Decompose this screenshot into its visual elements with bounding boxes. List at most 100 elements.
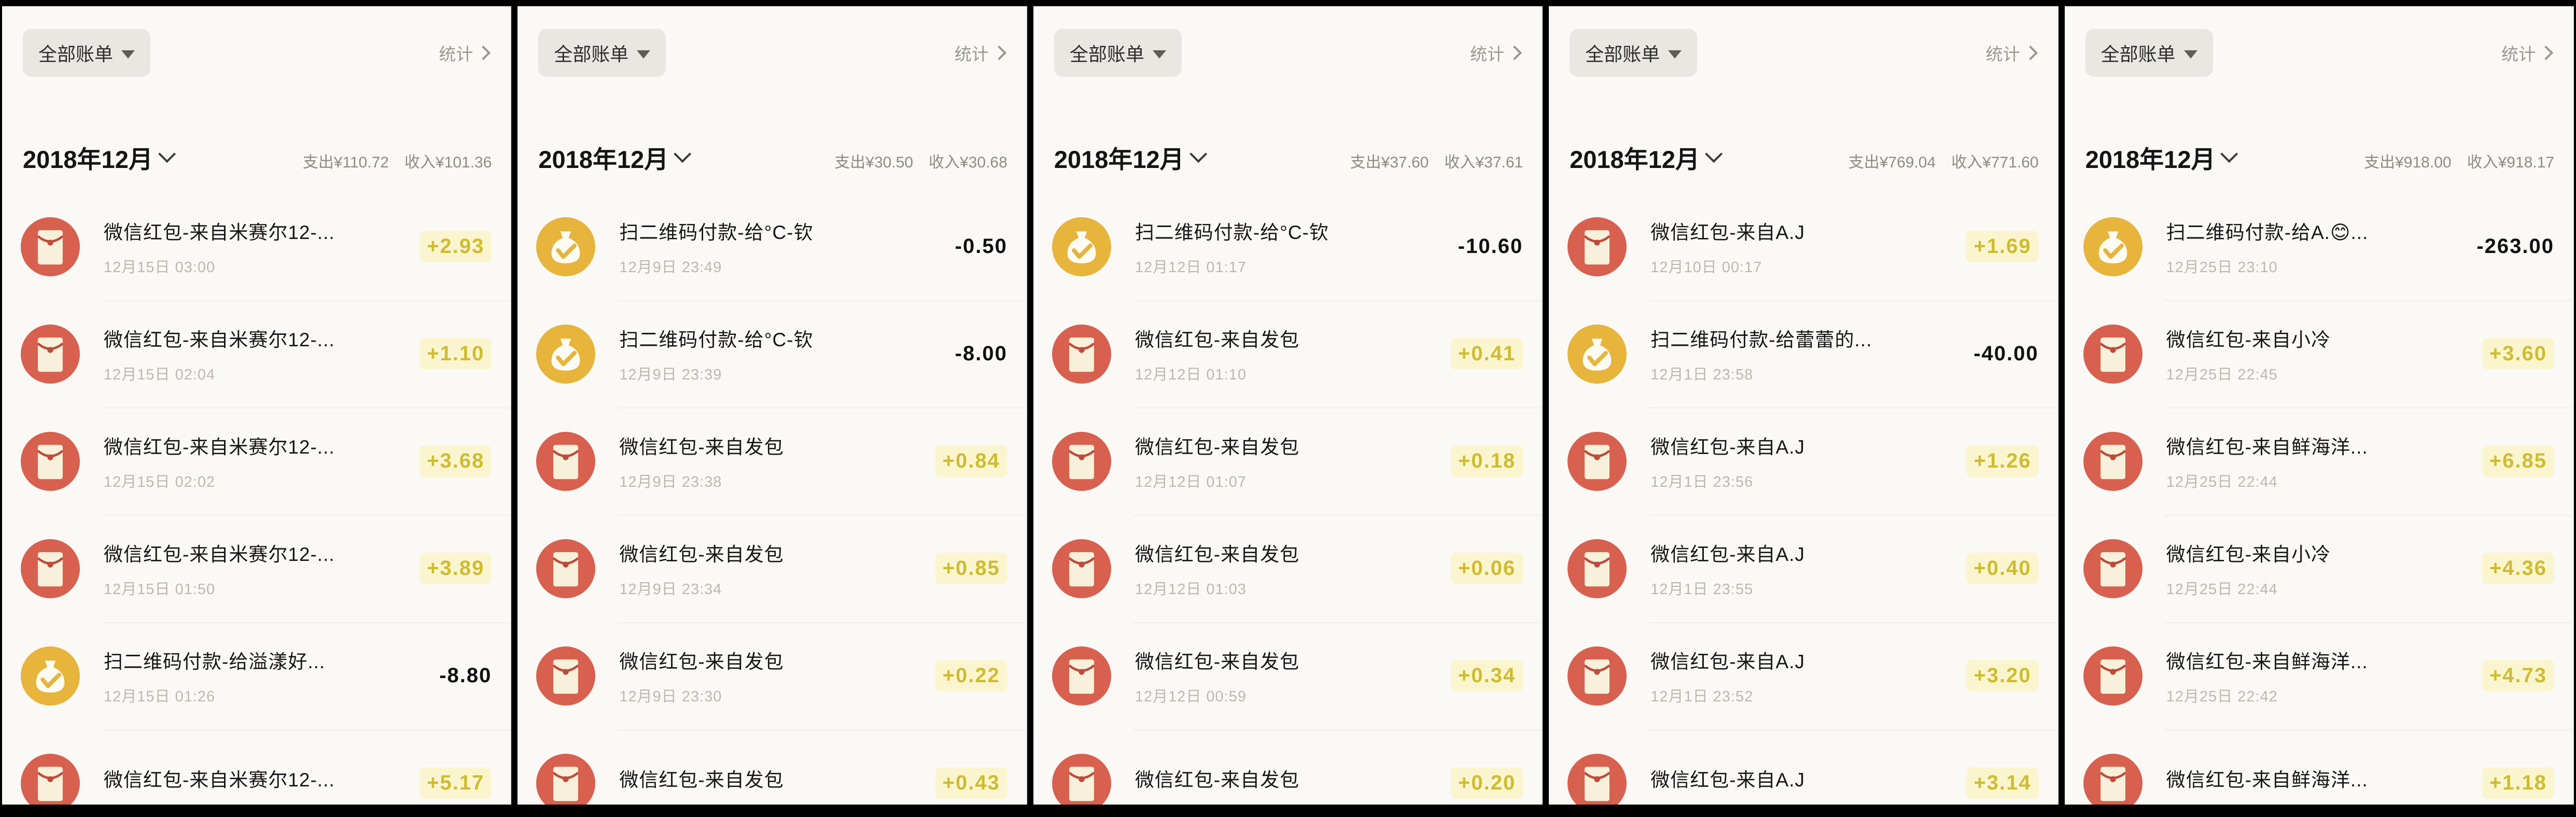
transaction-row[interactable]: 扫二维码付款-给°C-钦 12月9日 23:49 -0.50	[517, 193, 1026, 300]
transaction-row[interactable]: 微信红包-来自发包 12月9日 23:38 +0.84	[517, 407, 1026, 515]
red-envelope-icon	[536, 646, 596, 706]
transaction-row[interactable]: 微信红包-来自A.J 12月1日 23:56 +1.26	[1549, 407, 2057, 515]
all-bills-filter-button[interactable]: 全部账单	[538, 29, 666, 77]
statistics-link[interactable]: 统计	[955, 40, 1006, 65]
transaction-row[interactable]: 微信红包-来自发包 12月12日 01:10 +0.41	[1033, 300, 1542, 407]
transaction-row[interactable]: 微信红包-来自米赛尔12-... +5.17	[2, 729, 511, 805]
red-envelope-icon	[2083, 324, 2143, 384]
transaction-amount: -8.80	[439, 664, 492, 687]
transaction-row[interactable]: 微信红包-来自米赛尔12-... 12月15日 03:00 +2.93	[2, 193, 510, 300]
transaction-row[interactable]: 微信红包-来自A.J +3.14	[1549, 729, 2057, 805]
transaction-row[interactable]: 微信红包-来自鲜海洋... +1.18	[2065, 729, 2573, 805]
income-total: 收入¥30.68	[929, 154, 1007, 171]
transaction-row[interactable]: 微信红包-来自鲜海洋... 12月25日 22:42 +4.73	[2065, 622, 2573, 729]
top-bezel	[0, 0, 2576, 6]
statistics-link[interactable]: 统计	[1470, 40, 1522, 65]
month-selector[interactable]: 2018年12月	[1570, 139, 1723, 175]
month-selector[interactable]: 2018年12月	[23, 139, 176, 175]
month-selector[interactable]: 2018年12月	[538, 139, 692, 175]
transaction-row[interactable]: 扫二维码付款-给A.😊... 12月25日 23:10 -263.00	[2065, 193, 2573, 300]
all-bills-filter-label: 全部账单	[554, 44, 629, 65]
transaction-title: 微信红包-来自A.J	[1650, 221, 1805, 243]
transaction-date: 12月12日 01:17	[1135, 259, 1247, 276]
transaction-row[interactable]: 微信红包-来自发包 12月12日 01:03 +0.06	[1033, 515, 1542, 622]
transaction-date: 12月9日 23:30	[619, 688, 722, 705]
month-selector[interactable]: 2018年12月	[2085, 139, 2238, 175]
transaction-row[interactable]: 扫二维码付款-给溢漾好... 12月15日 01:26 -8.80	[2, 622, 511, 729]
transaction-row[interactable]: 扫二维码付款-给°C-钦 12月9日 23:39 -8.00	[517, 300, 1026, 407]
transaction-amount: +0.18	[1451, 445, 1523, 477]
all-bills-filter-button[interactable]: 全部账单	[1570, 29, 1698, 77]
transaction-amount: +0.85	[935, 553, 1007, 584]
transaction-amount: +1.26	[1966, 445, 2039, 477]
month-totals: 支出¥918.00 收入¥918.17	[2364, 149, 2554, 175]
caret-down-icon	[1668, 50, 1682, 59]
transaction-date: 12月15日 03:00	[104, 259, 216, 276]
transaction-title: 微信红包-来自小冷	[2166, 329, 2331, 350]
statistics-link[interactable]: 统计	[1986, 40, 2038, 65]
transaction-date: 12月10日 00:17	[1650, 259, 1762, 276]
transaction-amount: +6.85	[2482, 445, 2555, 477]
transaction-amount: +1.10	[419, 338, 492, 370]
transaction-row[interactable]: 微信红包-来自发包 +0.43	[517, 729, 1026, 805]
transaction-row[interactable]: 微信红包-来自小冷 12月25日 22:44 +4.36	[2065, 515, 2573, 622]
all-bills-filter-button[interactable]: 全部账单	[2085, 29, 2213, 77]
transaction-row[interactable]: 微信红包-来自米赛尔12-... 12月15日 02:04 +1.10	[2, 300, 511, 407]
transaction-date: 12月15日 02:04	[104, 366, 216, 383]
month-totals: 支出¥110.72 收入¥101.36	[303, 149, 492, 175]
red-envelope-icon	[536, 431, 596, 491]
transaction-amount: -8.00	[955, 342, 1007, 365]
transaction-list: 微信红包-来自A.J 12月10日 00:17 +1.69 扫二维码付款-给蕾蕾…	[1549, 193, 2057, 805]
transaction-date: 12月1日 23:56	[1650, 473, 1754, 490]
red-envelope-icon	[1567, 217, 1627, 276]
transaction-date: 12月1日 23:52	[1650, 688, 1754, 705]
transaction-row[interactable]: 扫二维码付款-给蕾蕾的... 12月1日 23:58 -40.00	[1549, 300, 2057, 407]
month-selector[interactable]: 2018年12月	[1054, 139, 1207, 175]
expense-total: 支出¥918.00	[2364, 154, 2452, 171]
transaction-amount: -0.50	[955, 235, 1007, 258]
transaction-date: 12月9日 23:49	[619, 259, 722, 276]
transaction-row[interactable]: 微信红包-来自A.J 12月10日 00:17 +1.69	[1549, 193, 2057, 300]
statistics-label: 统计	[1470, 45, 1505, 64]
statistics-link[interactable]: 统计	[2501, 40, 2554, 65]
transaction-row[interactable]: 微信红包-来自A.J 12月1日 23:55 +0.40	[1549, 515, 2057, 622]
chevron-down-icon	[2220, 145, 2238, 163]
all-bills-filter-button[interactable]: 全部账单	[1054, 29, 1182, 77]
statistics-link[interactable]: 统计	[439, 40, 491, 65]
money-bag-icon	[1567, 324, 1627, 384]
transaction-row[interactable]: 微信红包-来自A.J 12月1日 23:52 +3.20	[1549, 622, 2057, 729]
red-envelope-icon	[21, 324, 80, 384]
transaction-row[interactable]: 微信红包-来自米赛尔12-... 12月15日 01:50 +3.89	[2, 515, 511, 622]
transaction-title: 微信红包-来自米赛尔12-...	[104, 329, 335, 350]
all-bills-filter-label: 全部账单	[1069, 44, 1144, 65]
red-envelope-icon	[536, 753, 596, 805]
red-envelope-icon	[2083, 646, 2143, 706]
expense-total: 支出¥110.72	[302, 154, 389, 171]
transaction-amount: +4.36	[2482, 553, 2555, 584]
transaction-amount: +0.20	[1451, 767, 1523, 799]
transaction-row[interactable]: 微信红包-来自发包 12月12日 00:59 +0.34	[1033, 622, 1542, 729]
transaction-title: 扫二维码付款-给°C-钦	[1135, 221, 1329, 243]
panel-header: 全部账单 统计 2018年12月 支出¥37.60 收入¥37.61	[1033, 6, 1542, 193]
transaction-row[interactable]: 微信红包-来自发包 12月9日 23:30 +0.22	[517, 622, 1026, 729]
transaction-row[interactable]: 微信红包-来自米赛尔12-... 12月15日 02:02 +3.68	[2, 407, 511, 515]
transaction-amount: +3.14	[1966, 767, 2039, 799]
transaction-row[interactable]: 微信红包-来自发包 12月12日 01:07 +0.18	[1033, 407, 1542, 515]
month-totals: 支出¥769.04 收入¥771.60	[1849, 149, 2039, 175]
chevron-right-icon	[2023, 45, 2038, 61]
transaction-title: 微信红包-来自发包	[619, 769, 784, 791]
transaction-row[interactable]: 微信红包-来自鲜海洋... 12月25日 22:44 +6.85	[2065, 407, 2573, 515]
red-envelope-icon	[21, 217, 80, 276]
chevron-down-icon	[158, 145, 176, 163]
transaction-row[interactable]: 微信红包-来自小冷 12月25日 22:45 +3.60	[2065, 300, 2573, 407]
transaction-title: 扫二维码付款-给°C-钦	[619, 221, 814, 243]
all-bills-filter-button[interactable]: 全部账单	[23, 29, 151, 77]
month-row: 2018年12月 支出¥37.60 收入¥37.61	[1054, 139, 1523, 175]
transaction-row[interactable]: 扫二维码付款-给°C-钦 12月12日 01:17 -10.60	[1033, 193, 1542, 300]
transaction-row[interactable]: 微信红包-来自发包 +0.20	[1033, 729, 1542, 805]
transaction-title: 扫二维码付款-给溢漾好...	[104, 651, 326, 672]
panel-header: 全部账单 统计 2018年12月 支出¥30.50 收入¥30.68	[517, 6, 1026, 193]
transaction-row[interactable]: 微信红包-来自发包 12月9日 23:34 +0.85	[517, 515, 1026, 622]
red-envelope-icon	[1052, 431, 1111, 491]
red-envelope-icon	[1052, 539, 1111, 598]
